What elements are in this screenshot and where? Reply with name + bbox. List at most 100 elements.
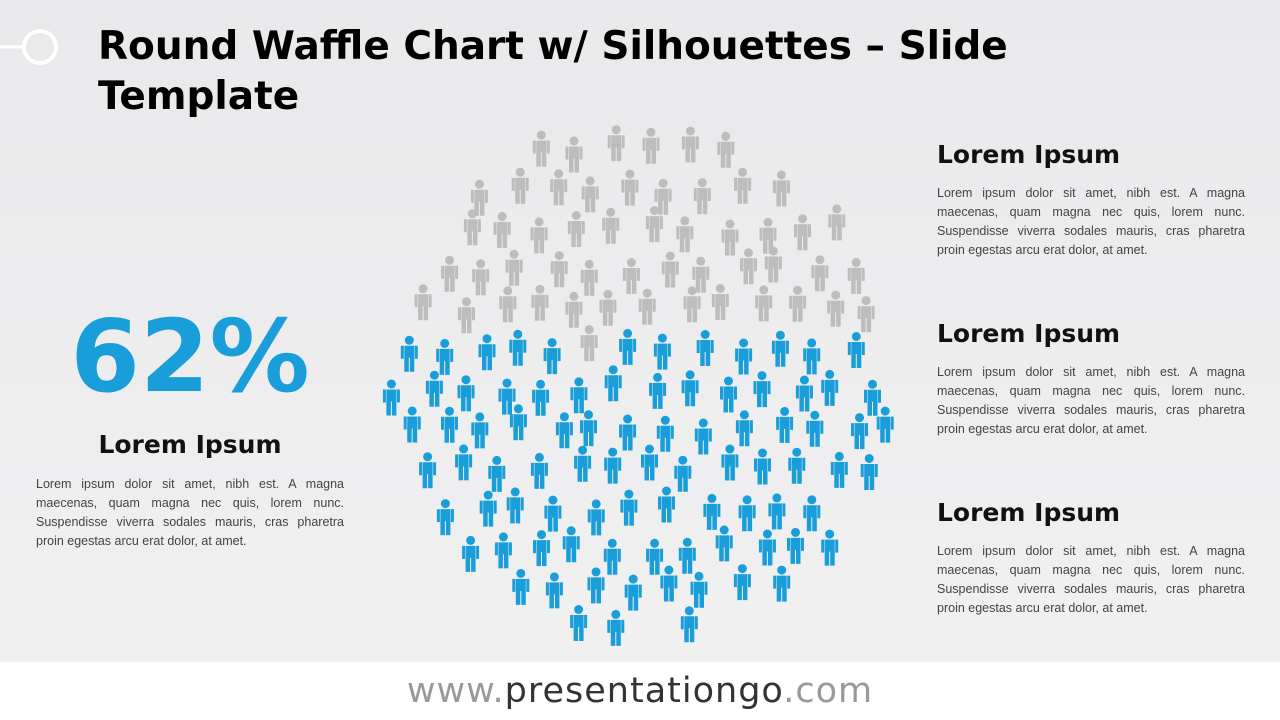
footer: www.presentationgo.com: [0, 662, 1280, 720]
heading: Lorem Ipsum: [937, 498, 1121, 527]
silhouette-filled: [436, 338, 454, 375]
silhouette-empty: [599, 289, 617, 326]
silhouette-filled: [478, 334, 496, 371]
silhouette-filled: [821, 369, 839, 406]
silhouette-filled: [543, 338, 561, 375]
silhouette-filled: [441, 406, 458, 443]
silhouette-filled: [425, 370, 443, 407]
silhouette-empty: [759, 217, 777, 254]
silhouette-filled: [570, 605, 588, 641]
silhouette-filled: [544, 495, 562, 532]
heading: Lorem Ipsum: [937, 140, 1121, 169]
silhouette-filled: [715, 525, 733, 562]
silhouette-empty: [565, 291, 583, 328]
silhouette-filled: [658, 486, 675, 523]
silhouette-filled: [830, 451, 848, 488]
silhouette-filled: [382, 379, 400, 416]
heading: Lorem Ipsum: [98, 430, 282, 459]
silhouette-filled: [509, 329, 527, 366]
silhouette-empty: [532, 130, 550, 167]
silhouette-empty: [414, 284, 432, 321]
silhouette-filled: [678, 537, 696, 574]
silhouette-filled: [419, 452, 437, 489]
waffle-chart: [22, 29, 894, 646]
title: Round Waffle Chart w/ Silhouettes – Slid…: [98, 24, 1008, 119]
silhouette-filled: [803, 338, 821, 375]
silhouette-filled: [753, 371, 771, 408]
silhouette-empty: [692, 256, 710, 293]
silhouette-filled: [776, 406, 794, 443]
silhouette-filled: [720, 376, 737, 413]
silhouette-filled: [795, 375, 813, 412]
silhouette-filled: [604, 447, 622, 484]
silhouette-filled: [488, 455, 506, 492]
silhouette-empty: [734, 167, 752, 204]
silhouette-filled: [646, 538, 664, 575]
silhouette-filled: [876, 406, 894, 443]
silhouette-filled: [570, 377, 588, 414]
decoration: [22, 29, 58, 65]
silhouette-filled: [735, 338, 753, 375]
silhouette-filled: [506, 487, 524, 524]
silhouette-filled: [512, 568, 530, 605]
silhouette-filled: [479, 490, 497, 527]
silhouette-filled: [436, 499, 454, 536]
silhouette-filled: [735, 410, 753, 447]
silhouette-empty: [827, 290, 845, 327]
silhouette-filled: [773, 565, 791, 602]
silhouette-filled: [641, 444, 658, 481]
silhouette-empty: [580, 325, 598, 362]
silhouette-empty: [676, 216, 694, 253]
silhouette-empty: [755, 285, 773, 322]
silhouette-filled: [494, 532, 512, 569]
silhouette-filled: [400, 335, 418, 372]
silhouette-filled: [471, 412, 489, 449]
silhouette-filled: [733, 564, 751, 601]
silhouette-filled: [574, 445, 592, 482]
silhouette-empty: [602, 207, 620, 244]
silhouette-filled: [649, 372, 667, 409]
silhouette-empty: [530, 217, 548, 254]
silhouette-filled: [656, 415, 674, 452]
silhouette-filled: [607, 609, 625, 646]
silhouette-empty: [505, 249, 523, 286]
silhouette-empty: [654, 178, 672, 215]
silhouette-filled: [680, 606, 698, 643]
silhouette-filled: [806, 410, 824, 447]
silhouette-filled: [624, 574, 642, 611]
silhouette-empty: [693, 178, 711, 215]
silhouette-filled: [619, 328, 637, 365]
silhouette-empty: [493, 211, 511, 248]
silhouette-filled: [703, 493, 721, 530]
silhouette-filled: [696, 330, 714, 366]
silhouette-filled: [803, 495, 821, 532]
silhouette-empty: [550, 169, 568, 206]
heading: Lorem Ipsum: [937, 319, 1121, 348]
paragraph: Lorem ipsum dolor sit amet, nibh est. A …: [937, 186, 1245, 257]
silhouette-empty: [642, 127, 660, 164]
silhouette-empty: [472, 259, 490, 296]
silhouette-empty: [470, 179, 488, 216]
silhouette-filled: [587, 567, 605, 604]
silhouette-empty: [622, 258, 640, 294]
silhouette-filled: [771, 330, 789, 367]
silhouette-filled: [653, 333, 671, 370]
silhouette-filled: [674, 455, 692, 492]
silhouette-filled: [660, 565, 678, 602]
silhouettes: [382, 125, 894, 646]
silhouette-filled: [738, 495, 756, 532]
silhouette-filled: [532, 379, 550, 416]
silhouette-empty: [441, 255, 459, 292]
silhouette-filled: [821, 529, 839, 566]
silhouette-empty: [565, 136, 583, 173]
silhouette-filled: [462, 535, 480, 572]
silhouette-empty: [857, 296, 875, 333]
silhouette-filled: [787, 527, 804, 564]
silhouette-filled: [690, 571, 708, 608]
silhouette-empty: [661, 251, 679, 288]
silhouette-filled: [403, 406, 421, 443]
silhouette-filled: [788, 447, 806, 484]
silhouette-empty: [847, 257, 865, 294]
silhouette-empty: [645, 206, 663, 243]
